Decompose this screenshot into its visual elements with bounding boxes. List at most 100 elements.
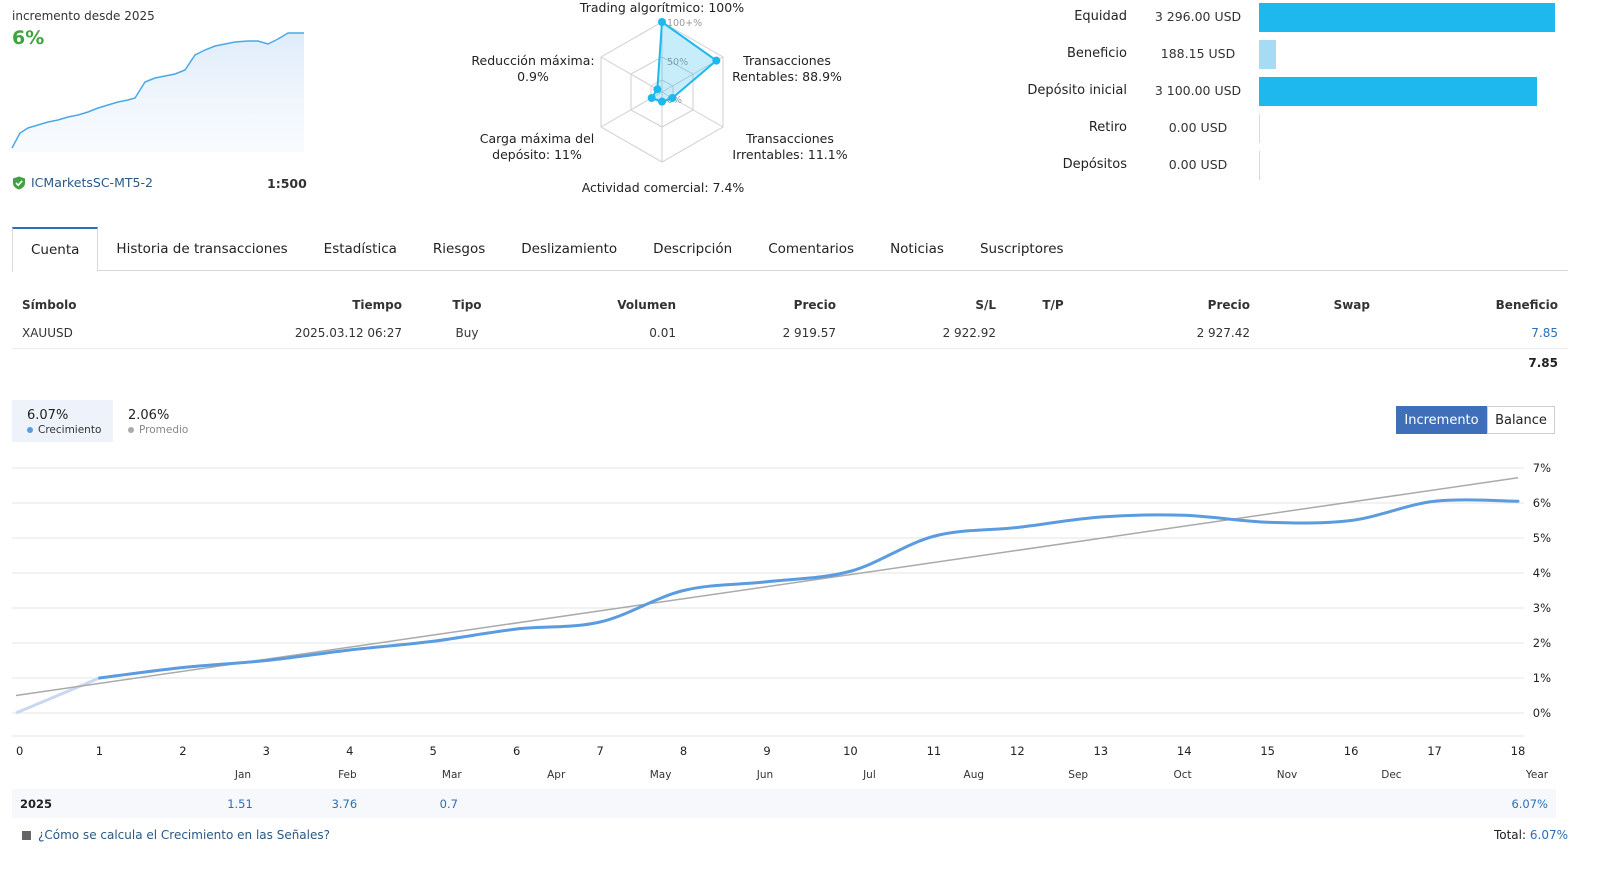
radar-chart: 100+% 50% 0% Trading algorítmico: 100% T… xyxy=(471,0,847,195)
legend-average-label: Promedio xyxy=(139,424,189,436)
radar-label-load-2: depósito: 11% xyxy=(492,147,582,162)
x-tick-label: 7 xyxy=(596,744,603,758)
growth-toggle-button[interactable]: Incremento xyxy=(1396,406,1487,434)
legend-average-value: 2.06% xyxy=(128,408,170,423)
x-tick-label: 12 xyxy=(1010,744,1025,758)
growth-help-link[interactable]: ¿Cómo se calcula el Crecimiento en las S… xyxy=(22,828,330,842)
month-label: Aug xyxy=(964,769,985,781)
verified-shield-icon xyxy=(13,176,25,189)
total-label: Total: xyxy=(1493,828,1527,842)
chart-gridlines xyxy=(12,467,1524,737)
month-label: May xyxy=(650,769,672,781)
radar-points xyxy=(647,18,721,106)
col-profit: Beneficio xyxy=(1495,297,1558,312)
tab-bar: Cuenta Historia de transacciones Estadís… xyxy=(12,227,1568,272)
radar-label-profit-1: Transacciones xyxy=(742,53,831,68)
equity-label: Equidad xyxy=(1074,9,1127,24)
growth-line xyxy=(97,498,1520,680)
month-label: Oct xyxy=(1174,769,1192,781)
x-tick-label: 11 xyxy=(927,744,942,758)
cell-price-current: 2 927.42 xyxy=(1100,319,1260,349)
profit-bar xyxy=(1259,40,1276,69)
cell-tp xyxy=(1006,319,1100,349)
y-tick-label: 2% xyxy=(1533,636,1551,650)
x-tick-label: 18 xyxy=(1511,744,1526,758)
month-label: Apr xyxy=(547,769,566,781)
deposits-value: 0.00 USD xyxy=(1168,157,1228,172)
balance-toggle-button[interactable]: Balance xyxy=(1487,406,1555,434)
x-tick-label: 14 xyxy=(1177,744,1192,758)
col-price-open: Precio xyxy=(793,297,836,312)
growth-chart: 0%1%2%3%4%5%6%7% 0 1 2 3 4 5 6 7 8 9 10 11 12 13 14 15 1… xyxy=(12,461,1551,781)
initial-deposit-bar xyxy=(1259,77,1538,106)
radar-point-activity xyxy=(658,97,666,106)
col-time: Tiempo xyxy=(352,297,402,312)
cell-swap xyxy=(1260,319,1380,349)
tab-comments[interactable]: Comentarios xyxy=(768,241,855,257)
cell-price-open: 2 919.57 xyxy=(686,319,846,349)
month-label: Jun xyxy=(756,769,773,781)
x-tick-label: 13 xyxy=(1093,744,1108,758)
tab-trade-history[interactable]: Historia de transacciones xyxy=(116,241,288,257)
x-tick-label: 3 xyxy=(263,744,270,758)
total-growth: Total: 6.07% xyxy=(1494,828,1568,842)
x-tick-label: 2 xyxy=(179,744,186,758)
radar-label-load-1: Carga máxima del xyxy=(480,131,595,146)
growth-help-text[interactable]: ¿Cómo se calcula el Crecimiento en las S… xyxy=(38,828,330,842)
col-tp: T/P xyxy=(1042,297,1064,312)
cell-type: Buy xyxy=(412,319,522,349)
broker-name[interactable]: ICMarketsSC-MT5-2 xyxy=(31,175,153,190)
info-square-icon xyxy=(22,830,31,840)
x-tick-label: 6 xyxy=(513,744,520,758)
mini-growth-line xyxy=(11,32,304,149)
tab-description[interactable]: Descripción xyxy=(653,241,733,257)
mini-growth-area xyxy=(12,33,304,152)
chart-month-axis: Jan Feb Mar Apr May Jun Jul Aug Sep Oct Nov Dec Year xyxy=(234,769,1549,781)
tab-account[interactable]: Cuenta xyxy=(12,227,99,272)
initial-deposit-value: 3 100.00 USD xyxy=(1154,83,1242,98)
x-tick-label: 1 xyxy=(96,744,103,758)
radar-point-profit xyxy=(712,56,721,65)
equity-value: 3 296.00 USD xyxy=(1154,9,1242,24)
radar-label-algo: Trading algorítmico: 100% xyxy=(579,0,744,15)
chart-y-axis: 0% 1% 2% 3% 4% 5% 6% 7% xyxy=(1533,461,1551,720)
year-total-growth: 6.07% xyxy=(1511,797,1548,811)
legend-growth-value: 6.07% xyxy=(27,408,69,423)
chart-x-axis: 0 1 2 3 4 5 6 7 8 9 10 11 12 13 14 15 16 17 18 xyxy=(16,744,1525,758)
cell-volume: 0.01 xyxy=(522,319,686,349)
col-sl: S/L xyxy=(975,297,996,312)
x-tick-label: 4 xyxy=(346,744,353,758)
year-label: 2025 xyxy=(20,797,53,811)
col-swap: Swap xyxy=(1333,297,1370,312)
y-tick-label: 4% xyxy=(1533,566,1551,580)
cell-time: 2025.03.12 06:27 xyxy=(132,319,412,349)
tab-statistics[interactable]: Estadística xyxy=(323,241,397,257)
broker-server[interactable]: ICMarketsSC-MT5-2 xyxy=(12,175,153,190)
legend-average[interactable]: 2.06% Promedio xyxy=(128,400,218,442)
cell-symbol: XAUUSD xyxy=(12,319,132,349)
radar-scale-100: 100+% xyxy=(667,18,702,29)
radar-label-drawdown-2: 0.9% xyxy=(517,69,549,84)
average-dot-icon xyxy=(128,427,134,433)
x-tick-label: 8 xyxy=(680,744,687,758)
tab-news[interactable]: Noticias xyxy=(890,241,944,257)
month-growth-jan: 1.51 xyxy=(227,797,253,811)
y-tick-label: 5% xyxy=(1533,531,1551,545)
month-label: Sep xyxy=(1068,769,1088,781)
radar-point-load xyxy=(647,93,656,102)
radar-label-profit-2: Rentables: 88.9% xyxy=(732,69,842,84)
tab-risks[interactable]: Riesgos xyxy=(432,241,486,257)
col-type: Tipo xyxy=(452,297,482,312)
legend-growth[interactable]: 6.07% Crecimiento xyxy=(12,400,113,442)
month-label: Dec xyxy=(1381,769,1402,781)
equity-bar xyxy=(1259,3,1555,32)
total-profit: 7.85 xyxy=(1528,356,1558,370)
withdrawal-label: Retiro xyxy=(1088,120,1127,135)
tab-subscribers[interactable]: Suscriptores xyxy=(979,241,1064,257)
month-growth-feb: 3.76 xyxy=(331,797,358,811)
profit-value: 188.15 USD xyxy=(1160,46,1236,61)
tab-slippage[interactable]: Deslizamiento xyxy=(521,241,618,257)
month-label: Jan xyxy=(234,769,251,781)
leverage: 1:500 xyxy=(267,176,307,191)
table-row: XAUUSD 2025.03.12 06:27 Buy 0.01 2 919.5… xyxy=(12,319,1568,349)
